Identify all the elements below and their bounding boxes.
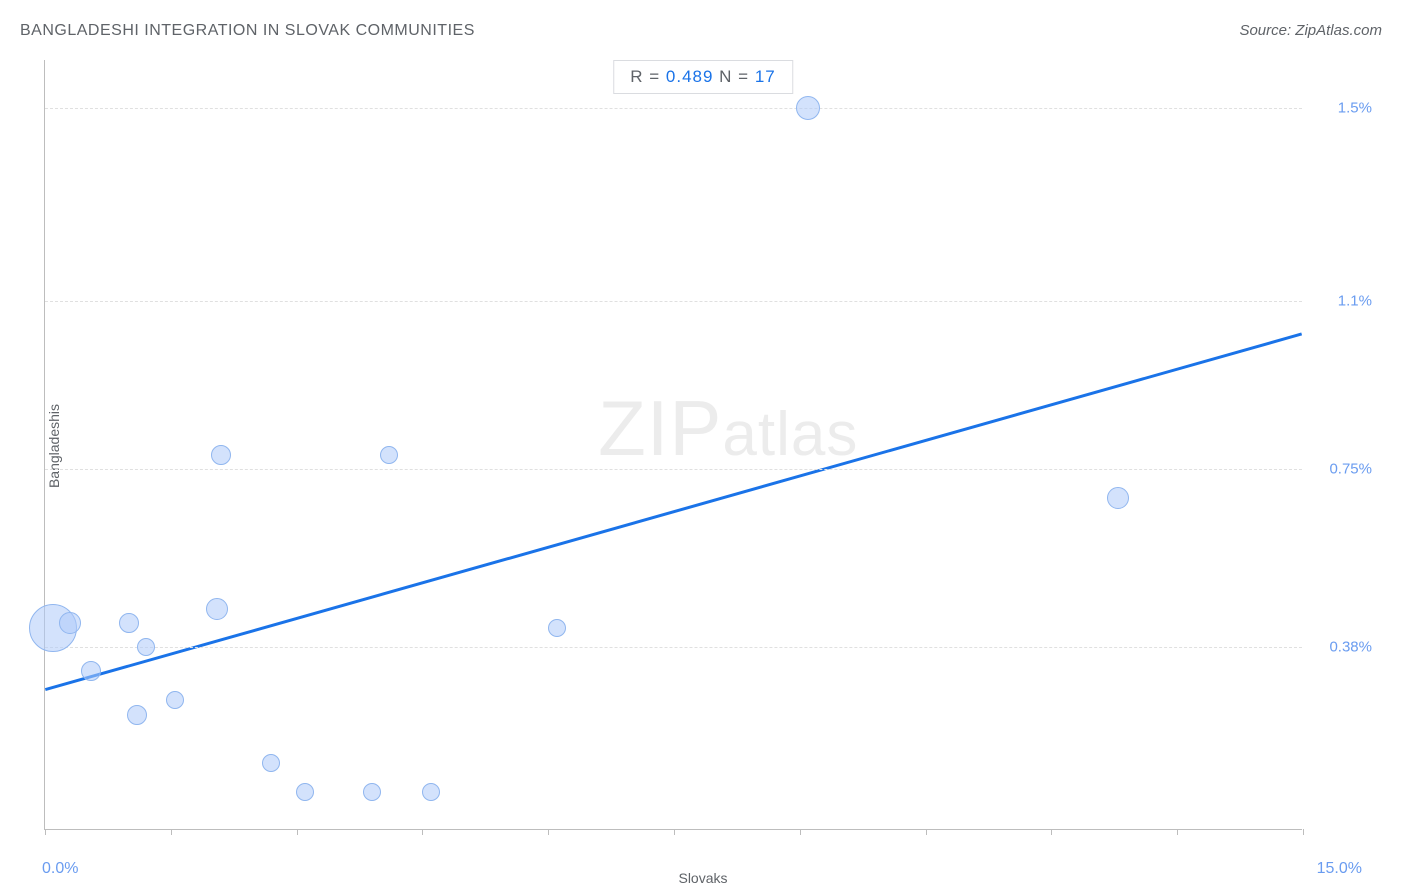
trendline-svg bbox=[45, 60, 1302, 829]
data-point bbox=[127, 705, 147, 725]
data-point bbox=[1107, 487, 1129, 509]
trend-line bbox=[45, 334, 1301, 690]
x-tick bbox=[548, 829, 549, 835]
data-point bbox=[548, 619, 566, 637]
source-label: Source: ZipAtlas.com bbox=[1239, 22, 1382, 39]
y-tick-label: 1.5% bbox=[1312, 100, 1372, 117]
chart-container: BANGLADESHI INTEGRATION IN SLOVAK COMMUN… bbox=[0, 0, 1406, 892]
data-point bbox=[296, 783, 314, 801]
x-min-value: 0.0% bbox=[42, 860, 78, 878]
x-tick bbox=[297, 829, 298, 835]
data-point bbox=[137, 638, 155, 656]
watermark: ZIPatlas bbox=[598, 383, 858, 474]
x-tick bbox=[1303, 829, 1304, 835]
x-tick bbox=[1051, 829, 1052, 835]
watermark-big: ZIP bbox=[598, 384, 722, 472]
plot-area: ZIPatlas 0.38%0.75%1.1%1.5% bbox=[44, 60, 1302, 830]
watermark-small: atlas bbox=[722, 400, 858, 469]
gridline bbox=[45, 647, 1302, 648]
data-point bbox=[119, 613, 139, 633]
chart-title: BANGLADESHI INTEGRATION IN SLOVAK COMMUN… bbox=[20, 22, 475, 40]
x-tick bbox=[926, 829, 927, 835]
gridline bbox=[45, 469, 1302, 470]
data-point bbox=[166, 691, 184, 709]
data-point bbox=[422, 783, 440, 801]
y-tick-label: 0.38% bbox=[1312, 639, 1372, 656]
data-point bbox=[81, 661, 101, 681]
x-axis-label: Slovaks bbox=[678, 870, 727, 886]
data-point bbox=[59, 612, 81, 634]
y-tick-label: 0.75% bbox=[1312, 461, 1372, 478]
data-point bbox=[211, 445, 231, 465]
gridline bbox=[45, 301, 1302, 302]
x-tick bbox=[45, 829, 46, 835]
data-point bbox=[796, 96, 820, 120]
data-point bbox=[363, 783, 381, 801]
data-point bbox=[262, 754, 280, 772]
y-tick-label: 1.1% bbox=[1312, 292, 1372, 309]
data-point bbox=[380, 446, 398, 464]
x-tick bbox=[674, 829, 675, 835]
gridline bbox=[45, 108, 1302, 109]
x-tick bbox=[800, 829, 801, 835]
x-max-value: 15.0% bbox=[1317, 860, 1362, 878]
x-tick bbox=[171, 829, 172, 835]
x-tick bbox=[1177, 829, 1178, 835]
data-point bbox=[206, 598, 228, 620]
x-tick bbox=[422, 829, 423, 835]
